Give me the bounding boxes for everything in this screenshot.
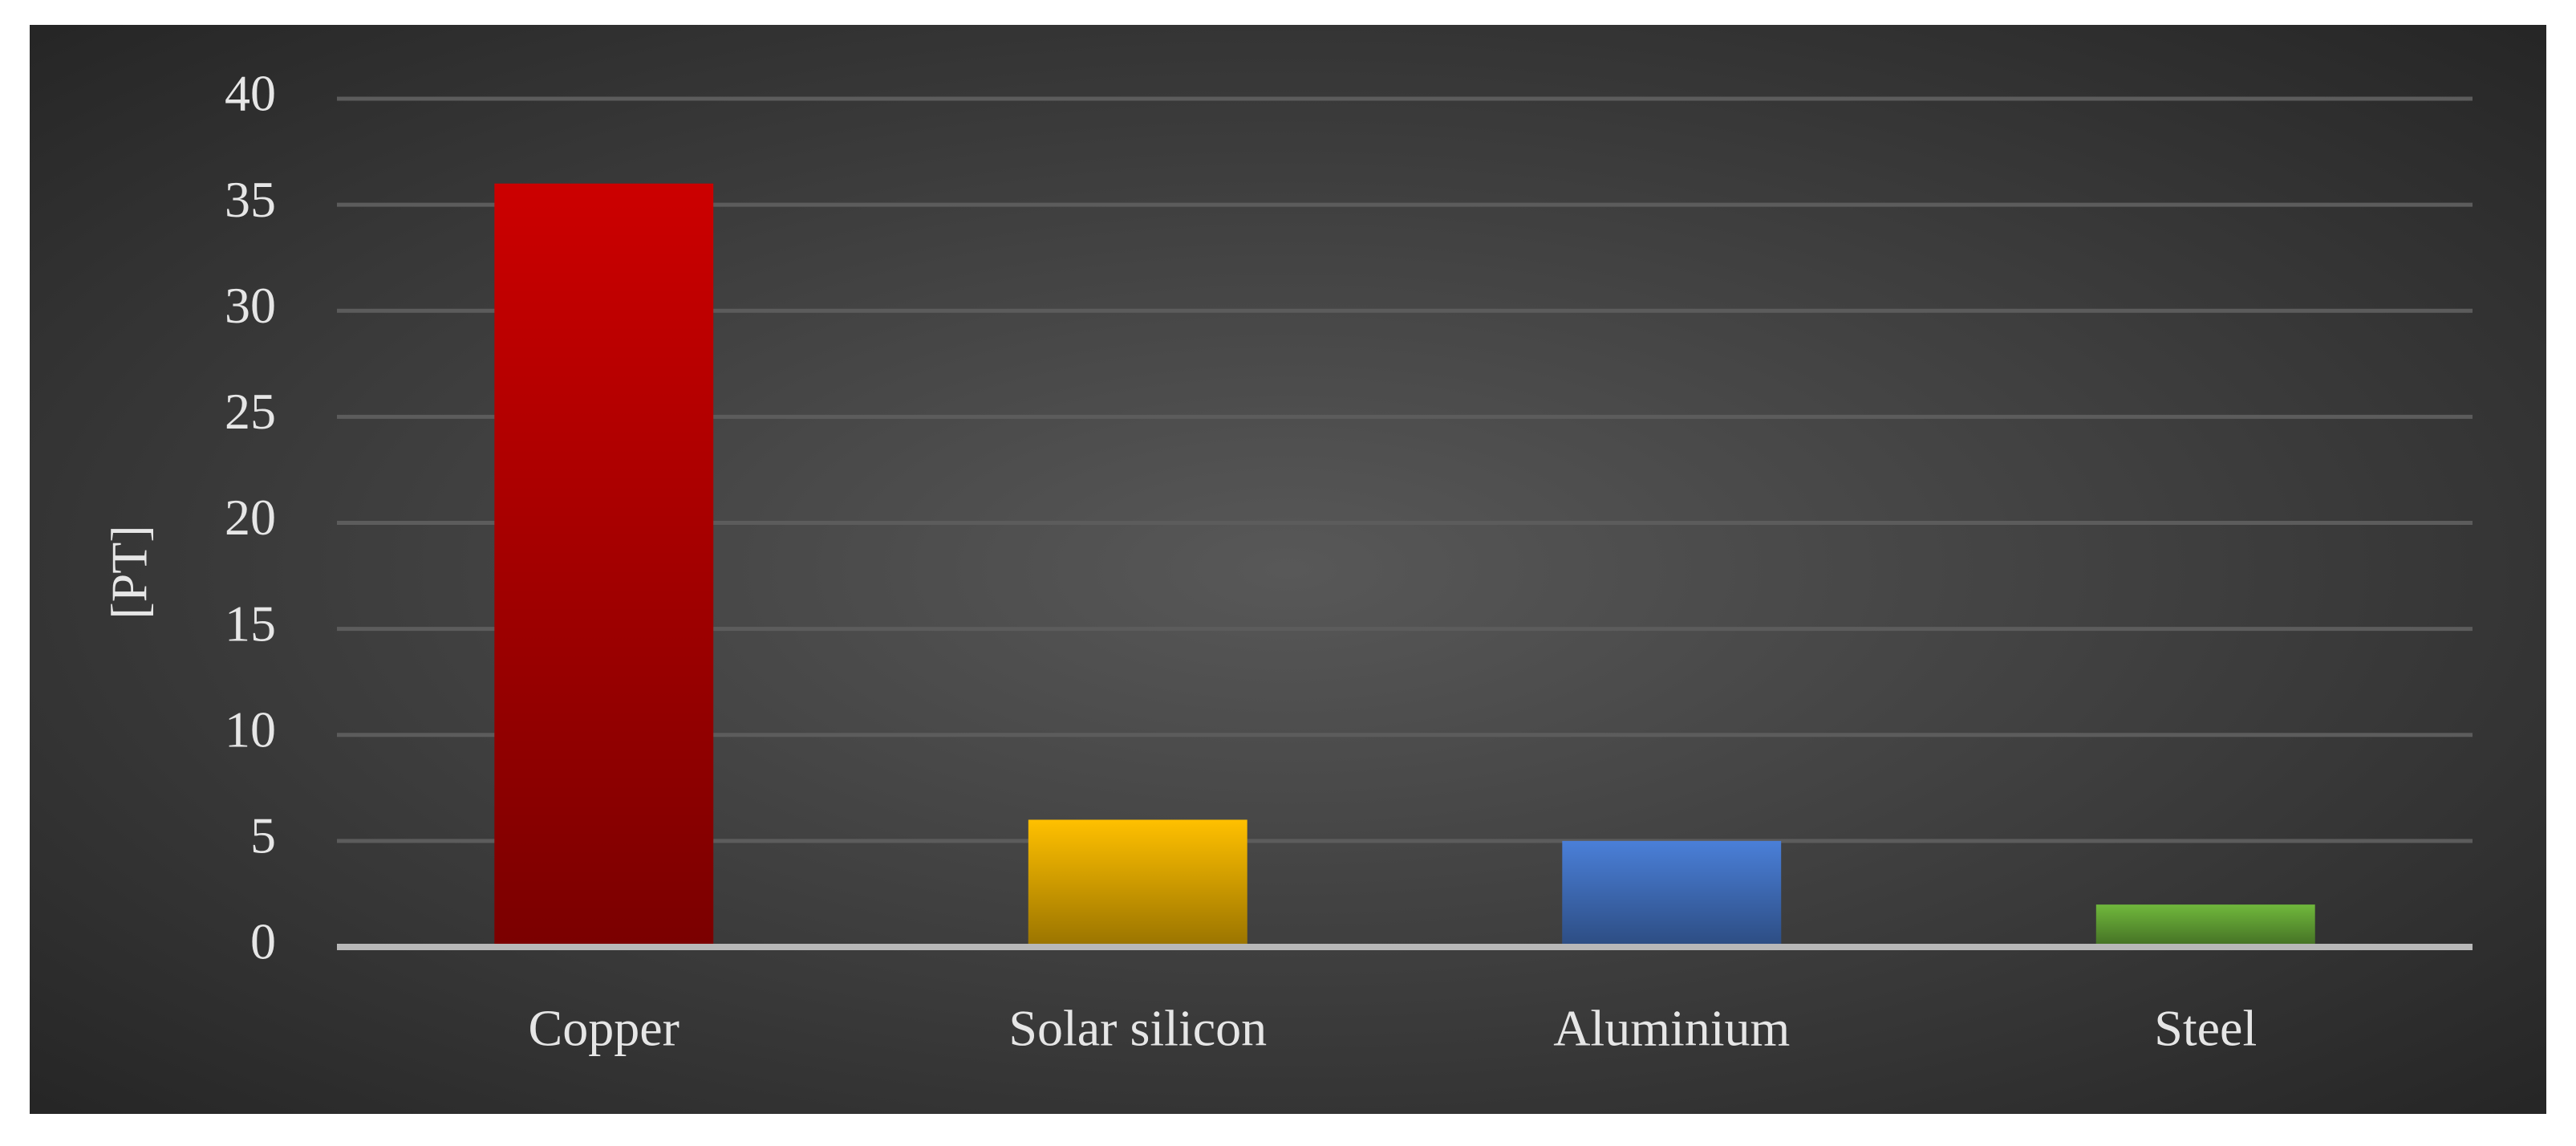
y-tick-label: 40 [225, 65, 276, 122]
x-tick-label: Steel [2154, 1000, 2257, 1057]
bar-shade [1562, 840, 1782, 947]
bar-shade [2095, 904, 2315, 947]
y-tick-label: 25 [225, 383, 276, 440]
y-tick-label: 10 [225, 701, 276, 758]
x-tick-label: Copper [529, 1000, 679, 1057]
bar-shade [494, 183, 714, 947]
y-tick-label: 35 [225, 171, 276, 228]
y-axis-label: [PT] [101, 525, 158, 619]
y-tick-label: 0 [250, 913, 276, 970]
chart-background [30, 25, 2546, 1114]
y-tick-label: 30 [225, 277, 276, 334]
x-tick-label: Aluminium [1553, 1000, 1790, 1057]
bar-shade [1028, 819, 1247, 947]
x-tick-label: Solar silicon [1008, 1000, 1267, 1057]
y-tick-label: 15 [225, 595, 276, 652]
y-tick-label: 20 [225, 489, 276, 546]
y-tick-label: 5 [250, 807, 276, 864]
